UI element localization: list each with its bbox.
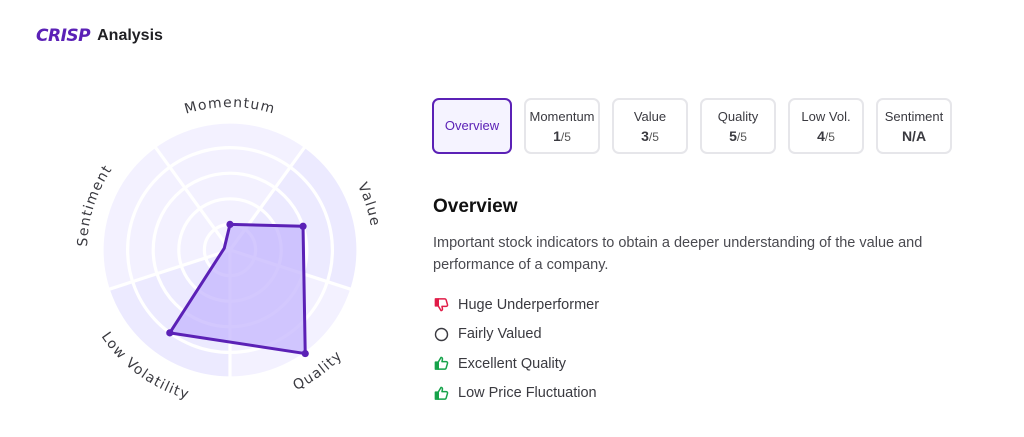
indicator-item: Excellent Quality [433,349,599,379]
tab-label: Momentum [529,108,595,124]
radar-score-area [168,222,307,356]
indicator-text: Low Price Fluctuation [458,385,597,402]
tab-overview[interactable]: Overview [432,98,512,154]
tab-label: Value [633,108,667,124]
crisp-logo-mark: CRISP [36,26,91,46]
logo[interactable]: CRISP Analysis [36,26,163,46]
overview-description: Important stock indicators to obtain a d… [433,235,923,273]
indicator-text: Excellent Quality [458,355,566,372]
radar-chart: Momentum Value Quality Low Volatility Sentim… [40,70,420,437]
tab-momentum[interactable]: Momentum 1/5 [524,98,600,154]
radar-axis-label: Momentum [183,95,277,118]
tab-score: N/A [901,127,927,144]
tab-label: Sentiment [884,108,944,124]
radar-sector [102,146,230,290]
tab-quality[interactable]: Quality 5/5 [700,98,776,154]
indicator-text: Fairly Valued [458,326,542,343]
tab-score: 1/5 [553,127,571,144]
indicator-item: Low Price Fluctuation [433,379,599,409]
tab-label: Overview [444,118,500,133]
score-tabs: Overview Momentum 1/5 Value 3/5 Quality … [432,98,952,154]
radar-sector [108,250,230,378]
thumbs-up-icon [433,385,449,401]
radar-divider [107,248,231,292]
tab-score: 4/5 [817,127,835,144]
radar-point [226,220,234,228]
radar-axis-label: Value [354,180,383,228]
circle-outline-icon [433,326,449,342]
thumbs-down-icon [433,297,449,313]
radar-point [299,222,307,230]
indicator-item: Huge Underperformer [433,290,599,320]
radar-point [166,329,174,337]
radar-point [301,349,309,358]
tab-score: 3/5 [641,127,659,144]
tab-score: 5/5 [729,127,747,144]
radar-divider [153,145,232,251]
tab-low-vol[interactable]: Low Vol. 4/5 [788,98,864,154]
radar-axis-label-text: Momentum [183,95,276,118]
app-title: Analysis [97,27,163,44]
indicator-list: Huge Underperformer Fairly Valued Excell… [433,290,599,408]
tab-value[interactable]: Value 3/5 [612,98,688,154]
indicator-item: Fairly Valued [433,320,599,350]
tab-sentiment[interactable]: Sentiment N/A [876,98,952,154]
tab-label: Low Vol. [801,108,851,124]
section-title: Overview [433,196,518,217]
thumbs-up-icon [433,356,449,372]
tab-label: Quality [717,108,759,124]
radar-axis-label-text: Value [354,180,382,228]
indicator-text: Huge Underperformer [458,296,600,313]
